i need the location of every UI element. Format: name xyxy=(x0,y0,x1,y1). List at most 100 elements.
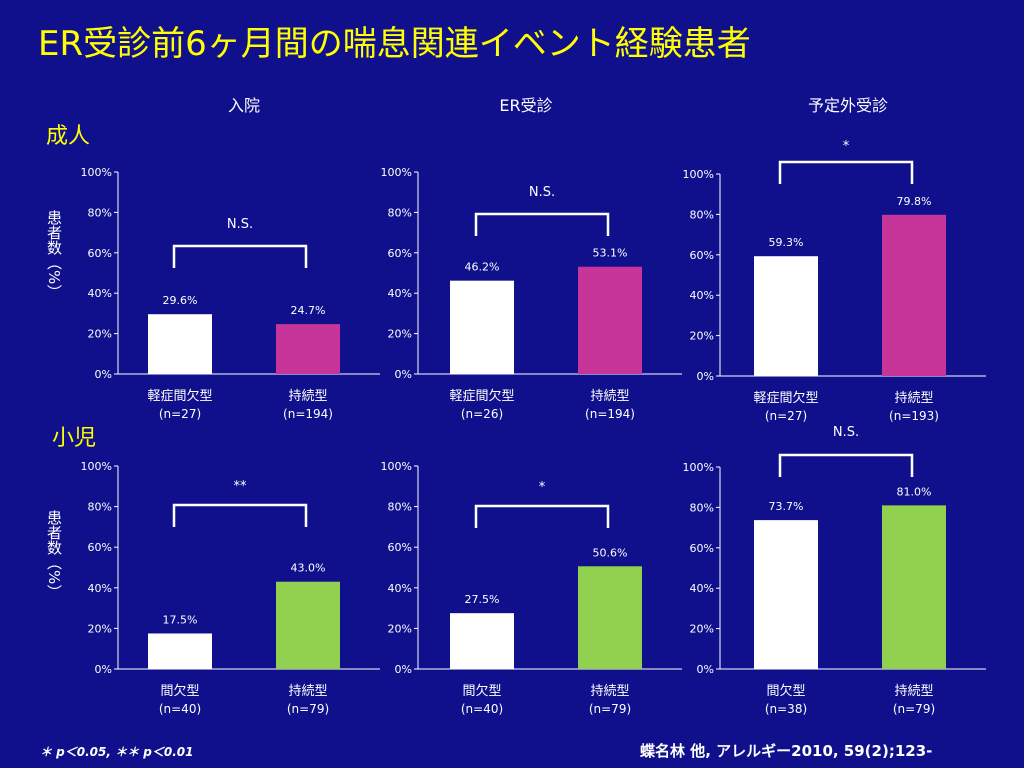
child-unsched-n-label-1: (n=79) xyxy=(893,702,935,716)
y-axis-label-child: 患者数（%） xyxy=(45,510,63,600)
adult-unsched-n-label-0: (n=27) xyxy=(765,409,807,423)
significance-footnote: ＊ p＜0.05, ＊＊ p＜0.01 xyxy=(40,745,194,759)
adult-unsched-value-label-1: 79.8% xyxy=(897,195,932,208)
child-hosp-value-label-1: 43.0% xyxy=(291,562,326,575)
child-hosp-bar-1 xyxy=(276,581,340,669)
adult-hosp-category-label-0: 軽症間欠型 xyxy=(147,388,212,404)
child-hosp-n-label-0: (n=40) xyxy=(159,702,201,716)
child-hosp-value-label-0: 17.5% xyxy=(163,613,198,626)
adult-er-value-label-1: 53.1% xyxy=(593,247,628,260)
child-er-tick-label-4: 80% xyxy=(388,501,412,514)
adult-hosp-tick-label-1: 20% xyxy=(88,328,112,341)
y-axis-label-adult: 患者数（%） xyxy=(45,210,63,300)
column-title-unscheduled-visit: 予定外受診 xyxy=(807,96,889,115)
adult-er-significance-label: N.S. xyxy=(529,185,555,200)
child-unsched-tick-label-0: 0% xyxy=(697,663,714,676)
row-label-child: 小児 xyxy=(52,426,97,451)
adult-hosp-n-label-1: (n=194) xyxy=(283,407,333,421)
adult-unsched-tick-label-5: 100% xyxy=(683,168,714,181)
citation: 蝶名林 他, アレルギー2010, 59(2);123- xyxy=(640,742,933,760)
child-unsched-tick-label-3: 60% xyxy=(690,542,714,555)
row-label-adult: 成人 xyxy=(46,124,91,149)
adult-hosp-significance-bracket xyxy=(172,244,308,268)
page-title: ER受診前6ヶ月間の喘息関連イベント経験患者 xyxy=(38,24,751,64)
adult-er-tick-label-1: 20% xyxy=(388,328,412,341)
child-hosp-tick-label-5: 100% xyxy=(81,460,112,473)
child-er-tick-label-0: 0% xyxy=(395,663,412,676)
child-hosp-n-label-1: (n=79) xyxy=(287,702,329,716)
child-unsched-category-label-0: 間欠型 xyxy=(766,683,805,699)
child-hosp-tick-label-0: 0% xyxy=(95,663,112,676)
adult-unsched-tick-label-2: 40% xyxy=(690,289,714,302)
child-er-significance-label: * xyxy=(539,480,546,495)
child-hosp-tick-label-2: 40% xyxy=(88,582,112,595)
adult-er-bar-0 xyxy=(450,280,514,374)
child-er-n-label-1: (n=79) xyxy=(589,702,631,716)
child-er-tick-label-5: 100% xyxy=(381,460,412,473)
adult-hosp-bar-1 xyxy=(276,324,340,374)
adult-er-category-label-0: 軽症間欠型 xyxy=(449,388,514,404)
child-er-bar-0 xyxy=(450,613,514,669)
adult-hosp-value-label-0: 29.6% xyxy=(163,294,198,307)
adult-unsched-bar-0 xyxy=(754,256,818,376)
child-er-value-label-1: 50.6% xyxy=(593,546,628,559)
adult-unsched-category-label-0: 軽症間欠型 xyxy=(753,390,818,406)
adult-unsched-significance-bracket xyxy=(778,160,914,184)
adult-er-bar-1 xyxy=(578,266,642,374)
adult-hosp-tick-label-0: 0% xyxy=(95,368,112,381)
child-hosp-category-label-1: 持続型 xyxy=(288,684,327,699)
adult-er-value-label-0: 46.2% xyxy=(465,261,500,274)
adult-unsched-value-label-0: 59.3% xyxy=(769,236,804,249)
child-hosp-tick-label-3: 60% xyxy=(88,541,112,554)
adult-hosp-tick-label-2: 40% xyxy=(88,287,112,300)
adult-er-tick-label-2: 40% xyxy=(388,287,412,300)
adult-unsched-significance-label: * xyxy=(843,139,850,154)
child-hosp-tick-label-4: 80% xyxy=(88,501,112,514)
child-hosp-tick-label-1: 20% xyxy=(88,622,112,635)
child-unsched-tick-label-4: 80% xyxy=(690,501,714,514)
adult-hosp-tick-label-5: 100% xyxy=(81,166,112,179)
adult-er-tick-label-5: 100% xyxy=(381,166,412,179)
child-er-significance-bracket xyxy=(474,504,610,528)
child-er-category-label-0: 間欠型 xyxy=(462,683,501,699)
adult-unsched-tick-label-4: 80% xyxy=(690,208,714,221)
adult-unsched-tick-label-3: 60% xyxy=(690,249,714,262)
child-unsched-bar-0 xyxy=(754,520,818,669)
child-er-value-label-0: 27.5% xyxy=(465,593,500,606)
adult-er-significance-bracket xyxy=(474,212,610,236)
adult-hosp-n-label-0: (n=27) xyxy=(159,407,201,421)
adult-er-tick-label-3: 60% xyxy=(388,247,412,260)
child-er-n-label-0: (n=40) xyxy=(461,702,503,716)
child-hosp-significance-label: ** xyxy=(234,479,248,494)
column-title-hospitalization: 入院 xyxy=(227,96,261,115)
child-unsched-tick-label-2: 40% xyxy=(690,582,714,595)
child-er-tick-label-2: 40% xyxy=(388,582,412,595)
child-hosp-category-label-0: 間欠型 xyxy=(160,683,199,699)
adult-hosp-tick-label-3: 60% xyxy=(88,247,112,260)
child-hosp-bar-0 xyxy=(148,633,212,669)
child-unsched-category-label-1: 持続型 xyxy=(894,684,933,699)
adult-er-n-label-0: (n=26) xyxy=(461,407,503,421)
adult-unsched-tick-label-1: 20% xyxy=(690,330,714,343)
adult-hosp-significance-label: N.S. xyxy=(227,217,253,232)
adult-er-n-label-1: (n=194) xyxy=(585,407,635,421)
adult-hosp-bar-0 xyxy=(148,314,212,374)
child-hosp-significance-bracket xyxy=(172,503,308,527)
adult-unsched-n-label-1: (n=193) xyxy=(889,409,939,423)
child-er-tick-label-3: 60% xyxy=(388,541,412,554)
adult-unsched-bar-1 xyxy=(882,214,946,376)
child-unsched-n-label-0: (n=38) xyxy=(765,702,807,716)
child-unsched-tick-label-1: 20% xyxy=(690,623,714,636)
child-unsched-significance-bracket xyxy=(778,453,914,477)
child-unsched-value-label-1: 81.0% xyxy=(897,485,932,498)
child-unsched-bar-1 xyxy=(882,505,946,669)
adult-er-tick-label-4: 80% xyxy=(388,206,412,219)
child-unsched-value-label-0: 73.7% xyxy=(769,500,804,513)
child-er-category-label-1: 持続型 xyxy=(590,684,629,699)
child-unsched-tick-label-5: 100% xyxy=(683,461,714,474)
column-title-er-visit: ER受診 xyxy=(499,96,553,115)
adult-hosp-category-label-1: 持続型 xyxy=(288,389,327,404)
child-unsched-significance-label: N.S. xyxy=(833,425,859,440)
adult-er-category-label-1: 持続型 xyxy=(590,389,629,404)
